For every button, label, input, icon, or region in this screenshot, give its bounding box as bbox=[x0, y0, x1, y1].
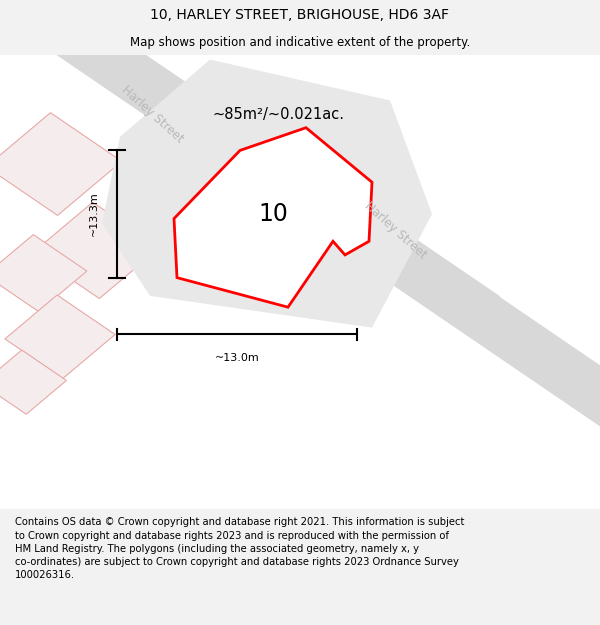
Polygon shape bbox=[0, 350, 67, 414]
Text: 10, HARLEY STREET, BRIGHOUSE, HD6 3AF: 10, HARLEY STREET, BRIGHOUSE, HD6 3AF bbox=[151, 8, 449, 22]
Polygon shape bbox=[5, 295, 115, 378]
Text: Harley Street: Harley Street bbox=[119, 83, 187, 145]
Text: ~85m²/~0.021ac.: ~85m²/~0.021ac. bbox=[213, 107, 345, 122]
Text: ~13.0m: ~13.0m bbox=[215, 353, 259, 363]
Polygon shape bbox=[174, 127, 372, 307]
Text: ~13.3m: ~13.3m bbox=[89, 192, 99, 236]
Text: Harley Street: Harley Street bbox=[362, 199, 430, 261]
Polygon shape bbox=[0, 0, 500, 330]
Polygon shape bbox=[0, 112, 122, 216]
Polygon shape bbox=[32, 202, 160, 299]
Polygon shape bbox=[102, 59, 432, 328]
Polygon shape bbox=[177, 104, 600, 442]
Text: Contains OS data © Crown copyright and database right 2021. This information is : Contains OS data © Crown copyright and d… bbox=[15, 518, 464, 580]
Text: 10: 10 bbox=[258, 202, 288, 226]
Text: Map shows position and indicative extent of the property.: Map shows position and indicative extent… bbox=[130, 36, 470, 49]
Polygon shape bbox=[0, 234, 87, 312]
